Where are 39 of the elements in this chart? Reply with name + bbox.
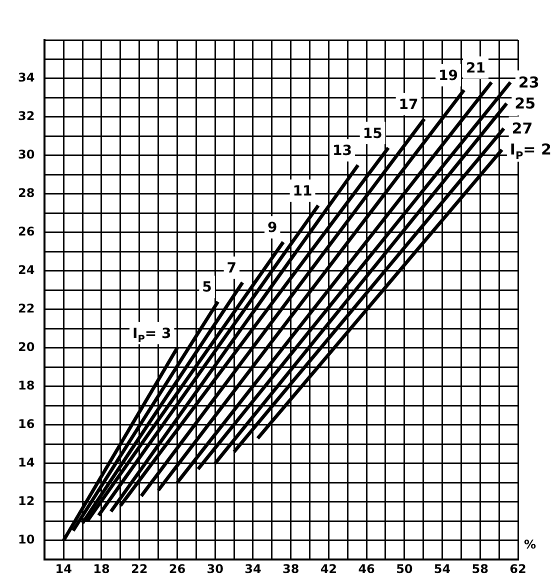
series-label: 9 bbox=[268, 220, 278, 236]
series-label: 13 bbox=[332, 143, 352, 160]
series-label: 27 bbox=[512, 120, 533, 138]
y-tick-label: 12 bbox=[18, 494, 35, 508]
y-tick-label: 24 bbox=[18, 263, 35, 278]
y-tick-label: 32 bbox=[18, 109, 35, 124]
series-label: 11 bbox=[292, 184, 312, 200]
x-tick-label: 38 bbox=[282, 562, 300, 576]
x-tick-label: 62 bbox=[510, 562, 526, 576]
series-label: 17 bbox=[398, 96, 418, 113]
y-tick-label: 10 bbox=[18, 532, 35, 546]
series-label: 21 bbox=[466, 60, 486, 76]
series-label: 5 bbox=[202, 280, 212, 296]
x-tick-label: 34 bbox=[244, 562, 262, 576]
series-label: 25 bbox=[514, 94, 536, 113]
y-tick-label: 22 bbox=[18, 302, 35, 316]
series-label: 7 bbox=[226, 260, 237, 276]
y-tick-label: 28 bbox=[18, 186, 35, 200]
x-tick-label: 42 bbox=[320, 562, 338, 576]
y-tick-label: 26 bbox=[18, 224, 35, 239]
x-tick-label: 18 bbox=[93, 562, 110, 576]
x-tick-label: 30 bbox=[206, 562, 224, 576]
x-tick-label: 58 bbox=[472, 562, 488, 576]
x-tick-label: 54 bbox=[434, 562, 451, 576]
x-tick-label: 46 bbox=[358, 562, 375, 576]
y-tick-label: 18 bbox=[18, 378, 35, 393]
y-tick-label: 30 bbox=[18, 148, 35, 162]
y-tick-label: 16 bbox=[18, 417, 35, 432]
y-tick-label: 34 bbox=[18, 70, 35, 85]
x-tick-label: 50 bbox=[396, 562, 413, 576]
x-tick-label: 26 bbox=[168, 562, 186, 576]
series-label: 15 bbox=[362, 126, 382, 142]
x-tick-label: 22 bbox=[131, 562, 148, 576]
y-tick-label: 14 bbox=[18, 456, 35, 470]
series-label: 23 bbox=[518, 73, 540, 92]
series-label: 19 bbox=[438, 68, 458, 84]
y-tick-label: 20 bbox=[18, 340, 35, 354]
x-axis-title: % bbox=[524, 538, 536, 552]
x-tick-label: 14 bbox=[55, 562, 72, 576]
